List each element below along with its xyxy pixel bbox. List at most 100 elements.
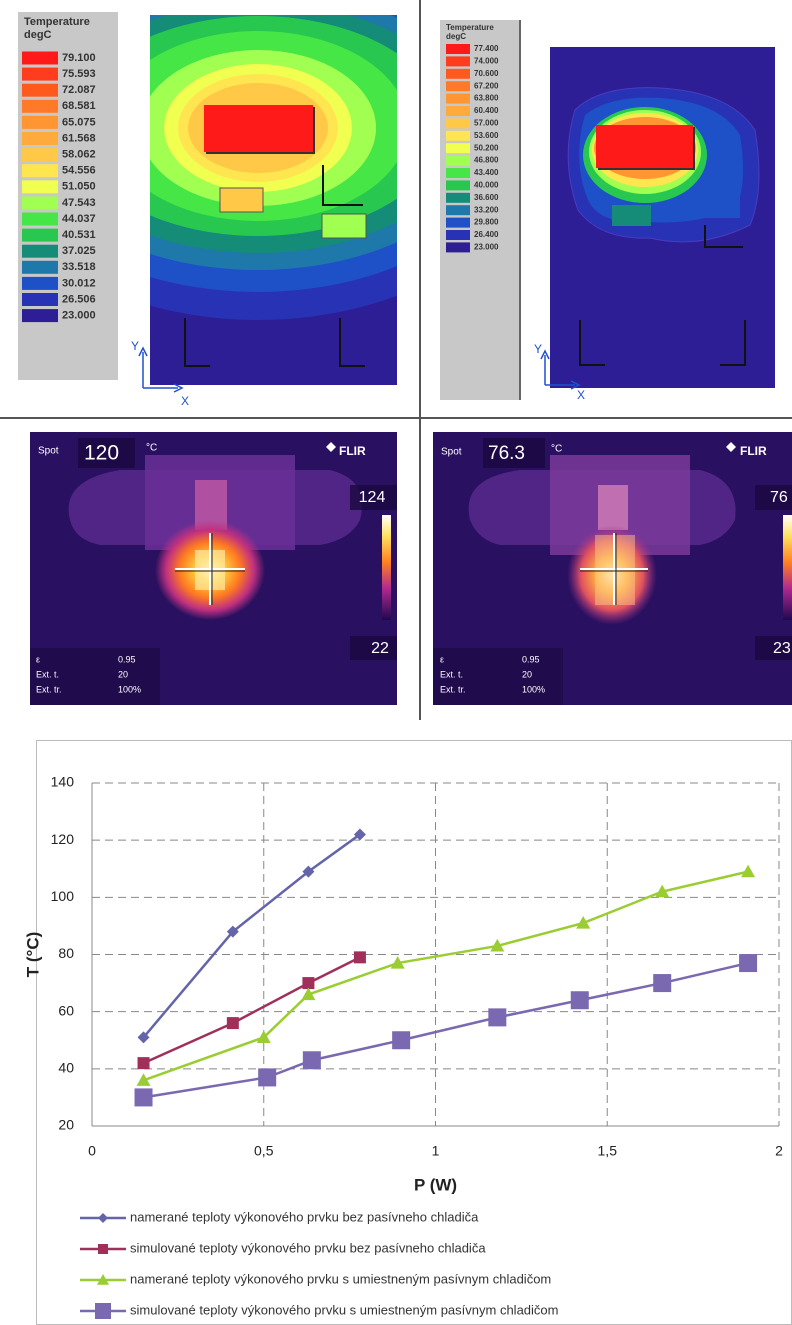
legend-swatch xyxy=(446,168,470,178)
param-value: 100% xyxy=(118,684,141,694)
data-point xyxy=(354,951,366,963)
legend-swatch xyxy=(446,230,470,240)
scale-max: 76 xyxy=(770,489,788,506)
legend-label: simulované teploty výkonového prvku bez … xyxy=(130,1240,486,1255)
legend-swatch xyxy=(22,245,58,258)
data-point xyxy=(739,954,757,972)
legend-label: 37.025 xyxy=(62,245,96,257)
legend-swatch xyxy=(446,205,470,215)
simulation-panel: Temperature degC Y X 77.40074.00070.6006… xyxy=(440,20,775,402)
y-tick-label: 120 xyxy=(51,831,75,847)
legend-title: degC xyxy=(24,29,52,41)
legend-label: namerané teploty výkonového prvku bez pa… xyxy=(130,1209,479,1224)
legend-label: 72.087 xyxy=(62,84,96,96)
legend-label: 23.000 xyxy=(474,243,499,252)
legend-swatch xyxy=(22,148,58,161)
legend-swatch xyxy=(22,68,58,81)
data-point xyxy=(135,1088,153,1106)
legend-swatch xyxy=(446,131,470,141)
page: Temperature degC Y X 79.10075.59372.0876… xyxy=(0,0,792,1325)
legend-swatch xyxy=(22,100,58,113)
legend-label: namerané teploty výkonového prvku s umie… xyxy=(130,1271,551,1286)
legend-label: 68.581 xyxy=(62,100,96,112)
legend-swatch xyxy=(22,132,58,145)
unit: °C xyxy=(146,443,157,454)
data-point xyxy=(258,1068,276,1086)
legend-marker xyxy=(98,1244,108,1254)
legend-label: simulované teploty výkonového prvku s um… xyxy=(130,1302,558,1317)
legend-label: 61.568 xyxy=(62,132,96,144)
spot-label: Spot xyxy=(38,446,59,457)
brand: FLIR xyxy=(339,444,366,458)
legend-swatch xyxy=(446,44,470,54)
axis-label: Y xyxy=(534,342,542,356)
legend-label: 53.600 xyxy=(474,131,499,140)
temperature-map xyxy=(550,47,775,388)
x-tick-label: 2 xyxy=(775,1143,783,1159)
legend-swatch xyxy=(22,261,58,274)
legend-label: 30.012 xyxy=(62,277,96,289)
y-tick-label: 100 xyxy=(51,888,75,904)
y-tick-label: 60 xyxy=(58,1002,74,1018)
legend-label: 29.800 xyxy=(474,218,499,227)
legend-label: 40.531 xyxy=(62,229,96,241)
legend-label: 77.400 xyxy=(474,44,499,53)
param-value: 100% xyxy=(522,684,545,694)
param-label: ε xyxy=(440,654,444,664)
param-value: 20 xyxy=(118,669,128,679)
thermal-image xyxy=(30,432,397,705)
scale-max: 124 xyxy=(359,489,386,506)
legend-marker xyxy=(95,1303,111,1319)
data-point xyxy=(227,1017,239,1029)
legend-label: 51.050 xyxy=(62,181,96,193)
chart-frame xyxy=(37,741,792,1325)
legend-label: 67.200 xyxy=(474,81,499,90)
legend-label: 47.543 xyxy=(62,197,96,209)
legend-swatch xyxy=(446,242,470,252)
legend-label: 63.800 xyxy=(474,94,499,103)
legend-title: Temperature xyxy=(446,23,494,32)
legend-swatch xyxy=(446,69,470,79)
legend-label: 57.000 xyxy=(474,119,499,128)
legend-swatch xyxy=(446,118,470,128)
param-label: Ext. t. xyxy=(440,669,463,679)
legend-label: 43.400 xyxy=(474,168,499,177)
legend-label: 26.400 xyxy=(474,230,499,239)
legend-swatch xyxy=(22,116,58,129)
legend-label: 33.518 xyxy=(62,261,96,273)
scale-min: 23 xyxy=(773,640,791,657)
legend-label: 33.200 xyxy=(474,205,499,214)
legend-label: 50.200 xyxy=(474,143,499,152)
legend-swatch xyxy=(446,94,470,104)
unit: °C xyxy=(551,444,562,455)
legend-swatch xyxy=(22,229,58,242)
y-tick-label: 40 xyxy=(58,1060,74,1076)
data-point xyxy=(488,1008,506,1026)
legend-swatch xyxy=(446,81,470,91)
legend-swatch xyxy=(22,309,58,322)
data-point xyxy=(138,1057,150,1069)
legend-swatch xyxy=(22,277,58,290)
legend-label: 75.593 xyxy=(62,68,96,80)
spot-label: Spot xyxy=(441,447,462,458)
data-point xyxy=(653,974,671,992)
thermal-image xyxy=(433,432,792,705)
legend-swatch xyxy=(22,52,58,65)
legend-label: 44.037 xyxy=(62,213,96,225)
x-tick-label: 1 xyxy=(432,1143,440,1159)
legend-label: 58.062 xyxy=(62,149,96,161)
param-value: 20 xyxy=(522,669,532,679)
legend-label: 60.400 xyxy=(474,106,499,115)
spot-value: 120 xyxy=(84,442,119,465)
y-axis-title: T (°C) xyxy=(23,932,42,978)
data-point xyxy=(302,977,314,989)
legend-label: 46.800 xyxy=(474,156,499,165)
y-tick-label: 140 xyxy=(51,774,75,790)
x-tick-label: 0 xyxy=(88,1143,96,1159)
spot-value: 76.3 xyxy=(488,443,525,464)
x-tick-label: 0,5 xyxy=(254,1143,274,1159)
legend-title: degC xyxy=(446,32,466,41)
legend-swatch xyxy=(446,106,470,116)
param-value: 0.95 xyxy=(118,654,136,664)
brand: FLIR xyxy=(740,444,767,458)
